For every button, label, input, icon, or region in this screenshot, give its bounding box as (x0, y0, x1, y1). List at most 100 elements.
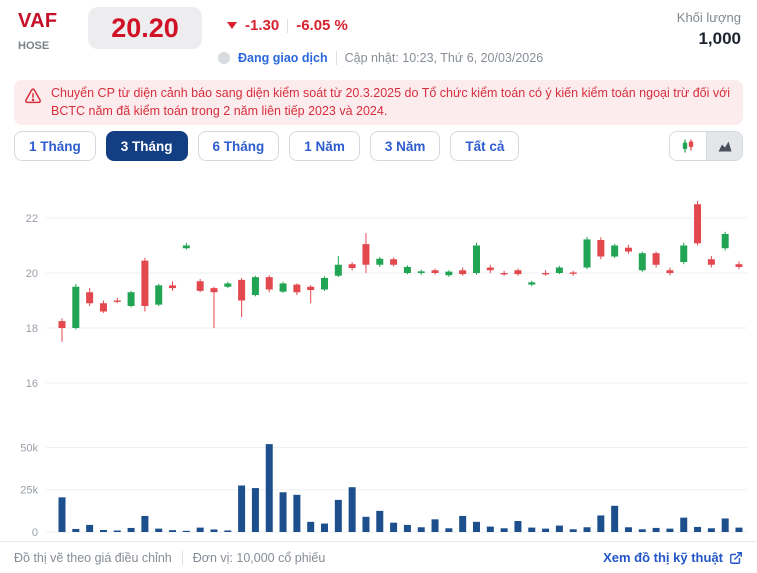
last-updated: Cập nhật: 10:23, Thứ 6, 20/03/2026 (344, 51, 544, 65)
divider (181, 550, 183, 565)
candle-body (238, 279, 246, 301)
footer-notes: Đồ thị vẽ theo giá điều chỉnh Đơn vị: 10… (14, 550, 325, 565)
volume-bar (210, 529, 218, 532)
warning-banner: Chuyển CP từ diện cảnh báo sang diện kiể… (14, 80, 743, 125)
tab-1-thang[interactable]: 1 Tháng (14, 131, 96, 161)
candle-body (514, 270, 522, 275)
divider (287, 18, 289, 33)
candle-body (334, 264, 342, 276)
price-chip: 20.20 (88, 7, 202, 49)
status-dot-icon (218, 52, 230, 64)
volume-value: 1,000 (698, 29, 741, 48)
volume-bar (155, 528, 163, 532)
volume-bar (321, 523, 329, 532)
candle-body (321, 277, 329, 290)
candle-body (307, 286, 315, 291)
candle-body (431, 270, 439, 273)
volume-bar (390, 522, 398, 532)
volume-axis-label: 0 (32, 527, 38, 539)
candle-body (58, 321, 66, 328)
volume-label: Khối lượng (676, 10, 741, 25)
volume-axis-label: 25k (20, 485, 38, 497)
external-link-icon (730, 551, 742, 564)
footer: Đồ thị vẽ theo giá điều chỉnh Đơn vị: 10… (0, 541, 757, 573)
candle-body (445, 271, 453, 276)
candle-body (196, 281, 204, 291)
tab-tat-ca[interactable]: Tất cả (450, 131, 520, 161)
volume-bar (279, 492, 287, 532)
candle-body (472, 245, 480, 273)
candle-body (542, 273, 550, 275)
candle-body (182, 245, 190, 249)
volume-bar (58, 497, 66, 532)
price-change-percent: -6.05 % (296, 17, 348, 34)
volume-bar (542, 528, 550, 532)
volume-bar (182, 530, 190, 532)
candlestick-chart-button[interactable] (670, 132, 706, 160)
candle-body (113, 300, 121, 302)
toolbar: 1 Tháng 3 Tháng 6 Tháng 1 Năm 3 Năm Tất … (0, 131, 757, 161)
candle-body (403, 266, 411, 273)
warning-icon (25, 88, 41, 104)
volume-bar (362, 516, 370, 532)
price-axis-label: 18 (26, 323, 38, 335)
chart-type-toggle (669, 131, 743, 161)
area-chart-button[interactable] (706, 132, 742, 160)
volume-bar (251, 488, 259, 532)
volume-bar (597, 515, 605, 532)
price-axis-label: 22 (26, 213, 38, 225)
tab-6-thang[interactable]: 6 Tháng (197, 131, 280, 161)
candle-body (210, 288, 218, 293)
candle-body (155, 285, 163, 305)
tab-3-nam[interactable]: 3 Năm (369, 131, 441, 161)
candle-body (72, 286, 80, 328)
volume-bar (376, 510, 384, 532)
warning-text: Chuyển CP từ diện cảnh báo sang diện kiể… (51, 86, 731, 118)
candle-body (555, 267, 563, 273)
volume-bar (238, 485, 246, 532)
volume-bar (514, 521, 522, 532)
candle-body (707, 259, 715, 265)
volume-bar (472, 521, 480, 532)
tab-1-nam[interactable]: 1 Năm (289, 131, 360, 161)
candle-body (624, 247, 632, 252)
volume-bar (72, 528, 80, 532)
volume-bar (431, 519, 439, 532)
area-chart-icon (718, 141, 731, 152)
candle-body (721, 233, 729, 249)
volume-bar (417, 527, 425, 532)
technical-chart-link[interactable]: Xem đồ thị kỹ thuật (603, 550, 743, 565)
price-axis-label: 16 (26, 378, 38, 390)
volume-bar (265, 444, 273, 532)
volume-bar (638, 529, 646, 532)
tab-3-thang[interactable]: 3 Tháng (105, 131, 188, 161)
candle-body (569, 272, 577, 274)
ticker-block: VAF HOSE (18, 10, 57, 52)
candle-body (293, 284, 301, 293)
volume-bar (500, 528, 508, 532)
price-volume-chart[interactable]: 22 20 18 16 0 25k 50k (0, 163, 757, 541)
volume-bar (196, 527, 204, 532)
volume-bar (707, 528, 715, 532)
volume-bar (611, 505, 619, 532)
candle-body (611, 245, 619, 257)
candle-body (99, 303, 107, 312)
volume-block: Khối lượng 1,000 (677, 10, 741, 49)
volume-bar (86, 524, 94, 532)
volume-bar (555, 525, 563, 532)
volume-bar (445, 528, 453, 532)
candle-body (459, 270, 467, 275)
volume-bar (652, 527, 660, 532)
price-axis-label: 20 (26, 268, 38, 280)
candle-body (680, 245, 688, 262)
volume-bar (403, 524, 411, 532)
candle-body (265, 277, 273, 290)
candle-body (86, 292, 94, 304)
volume-bar (721, 518, 729, 532)
volume-bar (694, 526, 702, 532)
candle-body (417, 271, 425, 273)
candle-body (362, 244, 370, 265)
volume-bar (666, 528, 674, 532)
candle-body (638, 253, 646, 271)
